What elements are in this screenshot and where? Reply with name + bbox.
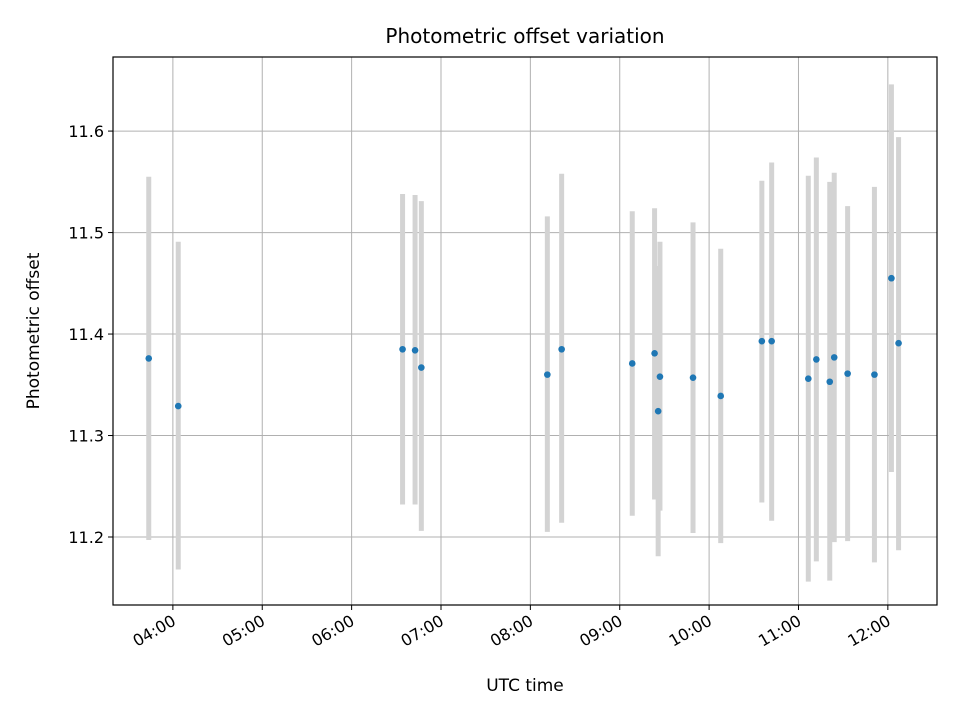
x-tick-label: 10:00 [666,611,715,651]
data-point [411,346,419,354]
data-point [628,360,636,367]
data-point [544,371,551,378]
data-point [871,371,878,378]
data-point [689,374,697,381]
data-point [145,355,153,362]
data-point [418,364,425,371]
data-point [717,392,725,400]
data-point [895,339,902,347]
x-tick-label: 09:00 [576,611,625,651]
x-tick-label: 11:00 [755,611,804,651]
y-tick-label: 11.4 [68,325,104,344]
y-tick-label: 11.2 [68,528,104,547]
y-tick-label: 11.6 [68,122,104,141]
x-tick-label: 12:00 [844,611,893,651]
x-axis-title: UTC time [486,676,564,696]
data-point [888,274,895,282]
data-point [174,402,182,410]
data-points [145,274,902,415]
y-tick-label: 11.3 [68,427,104,446]
x-tick-label: 07:00 [398,611,447,651]
x-tick-label: 04:00 [129,611,178,651]
x-axis-ticks: 04:00 05:00 06:00 07:00 08:00 09:00 10:00 11:00… [129,605,894,651]
data-point [758,337,766,345]
chart-title: Photometric offset variation [385,24,664,48]
data-point [656,373,664,380]
data-point [826,378,834,386]
data-point [805,375,812,382]
y-axis-title: Photometric offset [24,252,44,409]
grid [113,57,937,605]
data-point [768,337,775,345]
plot-frame [112,56,938,606]
y-axis-ticks: 11.2 11.3 11.4 11.5 11.6 [68,122,113,547]
x-tick-label: 08:00 [487,611,536,651]
x-tick-label: 05:00 [219,611,268,651]
y-tick-label: 11.5 [68,224,104,243]
data-point [830,354,838,361]
data-point [651,350,658,357]
data-point [558,345,565,353]
error-bars [146,84,902,582]
data-point [813,356,820,363]
data-point [399,345,406,353]
data-point [654,407,662,415]
x-tick-label: 06:00 [308,611,357,651]
data-point [844,370,851,377]
